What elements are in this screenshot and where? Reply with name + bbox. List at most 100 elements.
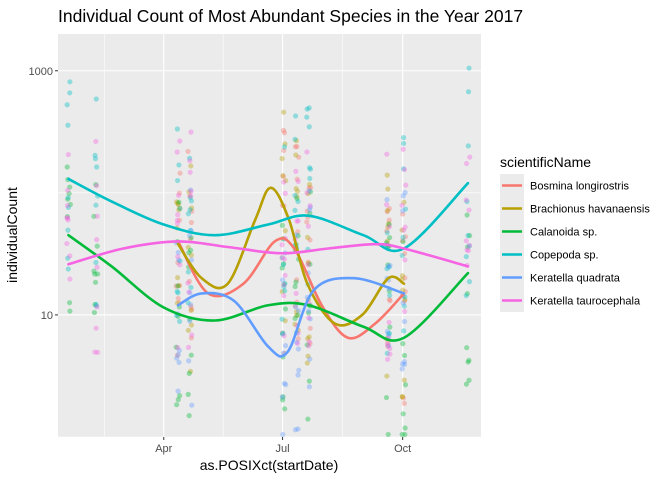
observation-point	[186, 289, 192, 295]
observation-point	[293, 168, 299, 174]
observation-point	[175, 200, 181, 206]
observation-point	[295, 178, 301, 184]
observation-point	[174, 220, 181, 227]
observation-point	[175, 249, 181, 256]
observation-point	[280, 394, 286, 400]
observation-point	[464, 244, 471, 250]
observation-point	[188, 252, 194, 258]
observation-point	[463, 160, 470, 167]
observation-point	[188, 335, 195, 341]
observation-point	[65, 122, 71, 128]
observation-point	[188, 307, 194, 313]
observation-point	[176, 192, 182, 198]
observation-point	[386, 205, 392, 212]
observation-point	[400, 411, 406, 417]
observation-point	[384, 209, 390, 215]
observation-point	[94, 264, 100, 270]
observation-point	[401, 318, 408, 325]
observation-point	[295, 372, 301, 378]
observation-point	[401, 352, 408, 359]
observation-point	[174, 149, 180, 155]
observation-point	[174, 199, 180, 205]
observation-point	[466, 242, 473, 248]
observation-point	[186, 232, 193, 239]
observation-point	[387, 345, 393, 352]
observation-point	[281, 282, 287, 288]
observation-point	[306, 105, 312, 111]
y-tick-label: 10	[41, 310, 53, 322]
observation-point	[64, 164, 70, 170]
observation-point	[399, 238, 406, 244]
observation-point	[177, 262, 183, 268]
observation-point	[175, 344, 181, 351]
observation-point	[400, 140, 407, 147]
observation-point	[307, 340, 313, 347]
observation-point	[292, 136, 298, 142]
observation-point	[175, 290, 181, 296]
observation-point	[64, 214, 71, 220]
observation-point	[93, 259, 99, 266]
series-line-bosmina-longirostris	[176, 236, 406, 340]
observation-point	[383, 394, 390, 401]
observation-point	[176, 283, 182, 289]
observation-point	[466, 207, 472, 213]
observation-point	[307, 237, 313, 243]
observation-point	[306, 384, 312, 390]
observation-point	[188, 163, 194, 169]
observation-point	[306, 343, 312, 349]
observation-point	[400, 193, 406, 199]
observation-point	[304, 360, 310, 366]
observation-point	[296, 154, 302, 160]
observation-point	[384, 266, 390, 272]
series-line-copepoda-sp	[67, 177, 470, 253]
observation-point	[401, 227, 407, 233]
observation-point	[281, 333, 287, 339]
observation-point	[95, 271, 101, 277]
observation-point	[282, 343, 289, 349]
y-tick-label: 1000	[29, 66, 53, 78]
observation-point	[292, 315, 298, 322]
observation-point	[281, 380, 288, 387]
observation-point	[466, 377, 472, 383]
observation-point	[387, 298, 393, 304]
observation-point	[186, 413, 192, 419]
observation-point	[402, 275, 408, 281]
observation-point	[295, 336, 301, 342]
observation-point	[402, 234, 409, 240]
series-line-brachionus-havanaensis	[176, 186, 406, 327]
observation-point	[305, 416, 311, 422]
observation-point	[384, 328, 391, 335]
plot-panel	[58, 34, 481, 437]
observation-point	[176, 190, 182, 196]
observation-point	[279, 316, 285, 322]
observation-point	[65, 196, 71, 202]
observation-point	[91, 309, 98, 316]
legend-item: Brachionus havanaensis	[500, 197, 650, 220]
observation-point	[306, 185, 312, 191]
observation-point	[295, 198, 301, 205]
observation-point	[174, 288, 180, 294]
observation-point	[292, 321, 298, 327]
observation-point	[307, 261, 313, 267]
observation-point	[463, 381, 470, 387]
observation-point	[292, 144, 299, 150]
observation-point	[176, 217, 183, 223]
observation-point	[188, 322, 195, 328]
x-tick-label: Jul	[276, 443, 290, 455]
observation-point	[64, 202, 70, 209]
observation-point	[188, 352, 194, 358]
observation-point	[177, 258, 183, 264]
observation-point	[385, 356, 391, 362]
observation-point	[385, 186, 391, 192]
observation-point	[399, 202, 405, 208]
observation-point	[463, 292, 469, 299]
x-tick-label: Oct	[394, 443, 411, 455]
observation-point	[384, 350, 390, 356]
observation-point	[402, 206, 409, 212]
observation-point	[282, 306, 289, 312]
observation-point	[292, 113, 299, 119]
observation-point	[176, 199, 182, 205]
observation-point	[185, 269, 191, 275]
y-axis-title: individualCount	[4, 187, 20, 283]
observation-point	[463, 238, 469, 244]
